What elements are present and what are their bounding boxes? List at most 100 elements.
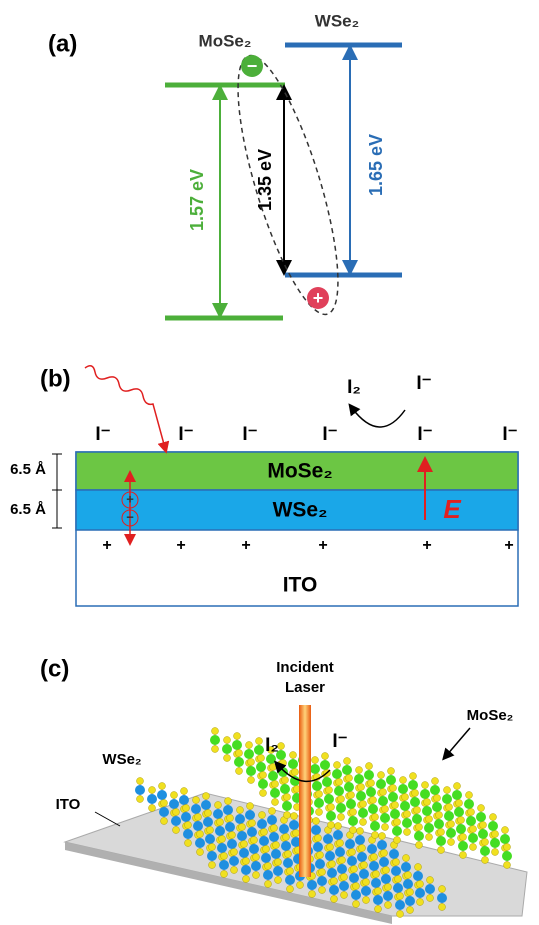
chalcogen-atom: [212, 728, 219, 735]
chalcogen-atom: [381, 850, 388, 857]
chalcogen-atom: [290, 752, 297, 759]
metal-atom: [312, 781, 322, 791]
chalcogen-atom: [444, 787, 451, 794]
substrate-label: ITO: [283, 574, 318, 597]
chalcogen-atom: [448, 821, 455, 828]
dipole-sign: −: [126, 509, 134, 524]
metal-atom: [380, 813, 390, 823]
chalcogen-atom: [422, 782, 429, 789]
chalcogen-atom: [393, 859, 400, 866]
metal-atom: [349, 873, 359, 883]
metal-atom: [389, 849, 399, 859]
metal-atom: [323, 834, 333, 844]
chalcogen-atom: [331, 896, 338, 903]
chalcogen-atom: [427, 895, 434, 902]
layer-label: WSe₂: [273, 499, 328, 522]
chalcogen-atom: [316, 809, 323, 816]
chalcogen-atom: [439, 886, 446, 893]
chalcogen-atom: [251, 837, 258, 844]
metal-atom: [346, 799, 356, 809]
chalcogen-atom: [466, 792, 473, 799]
chalcogen-atom: [456, 800, 463, 807]
chalcogen-atom: [492, 831, 499, 838]
metal-atom: [335, 847, 345, 857]
chalcogen-atom: [249, 820, 256, 827]
metal-atom: [317, 876, 327, 886]
metal-atom: [244, 749, 254, 759]
material-label: MoSe₂: [199, 31, 252, 50]
chalcogen-atom: [359, 845, 366, 852]
laser-beam: [299, 705, 311, 877]
chalcogen-atom: [438, 847, 445, 854]
metal-atom: [307, 880, 317, 890]
metal-atom: [337, 864, 347, 874]
chalcogen-atom: [243, 858, 250, 865]
metal-atom: [245, 810, 255, 820]
chalcogen-atom: [171, 792, 178, 799]
metal-atom: [480, 846, 490, 856]
chalcogen-atom: [417, 881, 424, 888]
pointer: [95, 812, 120, 826]
chalcogen-atom: [460, 852, 467, 859]
chalcogen-atom: [258, 755, 265, 762]
chalcogen-atom: [405, 872, 412, 879]
chalcogen-atom: [397, 893, 404, 900]
metal-atom: [215, 826, 225, 836]
chalcogen-atom: [149, 805, 156, 812]
chalcogen-atom: [272, 799, 279, 806]
metal-atom: [193, 821, 203, 831]
chalcogen-atom: [269, 808, 276, 815]
reaction-arrow: [352, 408, 405, 427]
metal-atom: [278, 767, 288, 777]
metal-atom: [401, 862, 411, 872]
chalcogen-atom: [417, 899, 424, 906]
chalcogen-atom: [253, 854, 260, 861]
metal-atom: [263, 870, 273, 880]
chalcogen-atom: [400, 777, 407, 784]
chalcogen-atom: [173, 827, 180, 834]
chalcogen-atom: [385, 902, 392, 909]
metal-atom: [325, 851, 335, 861]
chalcogen-atom: [185, 840, 192, 847]
chalcogen-atom: [470, 844, 477, 851]
chalcogen-atom: [403, 855, 410, 862]
metal-atom: [237, 831, 247, 841]
chalcogen-atom: [316, 791, 323, 798]
metal-atom: [456, 824, 466, 834]
iodide-label: I⁻: [417, 424, 432, 445]
metal-atom: [191, 804, 201, 814]
metal-atom: [314, 798, 324, 808]
metal-atom: [336, 803, 346, 813]
metal-atom: [282, 801, 292, 811]
chalcogen-atom: [329, 861, 336, 868]
metal-atom: [403, 879, 413, 889]
chalcogen-atom: [490, 814, 497, 821]
chalcogen-atom: [382, 806, 389, 813]
chalcogen-atom: [227, 815, 234, 822]
exciton-ellipse: [218, 47, 358, 324]
metal-atom: [222, 744, 232, 754]
metal-atom: [322, 777, 332, 787]
charge-label: +: [422, 537, 431, 554]
metal-atom: [207, 851, 217, 861]
metal-atom: [169, 799, 179, 809]
metal-atom: [361, 886, 371, 896]
metal-atom: [398, 784, 408, 794]
chalcogen-atom: [161, 818, 168, 825]
metal-atom: [402, 818, 412, 828]
chalcogen-atom: [335, 823, 342, 830]
chalcogen-atom: [492, 849, 499, 856]
chalcogen-atom: [195, 814, 202, 821]
iodide-label: I⁻: [95, 424, 110, 445]
metal-atom: [366, 787, 376, 797]
chalcogen-atom: [380, 789, 387, 796]
chalcogen-atom: [243, 876, 250, 883]
chalcogen-atom: [360, 801, 367, 808]
panel-a: (a) 1.57 eV 1.35 eV 1.65 eV MoSe₂ WSe₂ −…: [48, 11, 402, 323]
chalcogen-atom: [412, 790, 419, 797]
chalcogen-atom: [271, 825, 278, 832]
chalcogen-atom: [287, 886, 294, 893]
metal-atom: [313, 842, 323, 852]
metal-atom: [326, 811, 336, 821]
chalcogen-atom: [231, 849, 238, 856]
